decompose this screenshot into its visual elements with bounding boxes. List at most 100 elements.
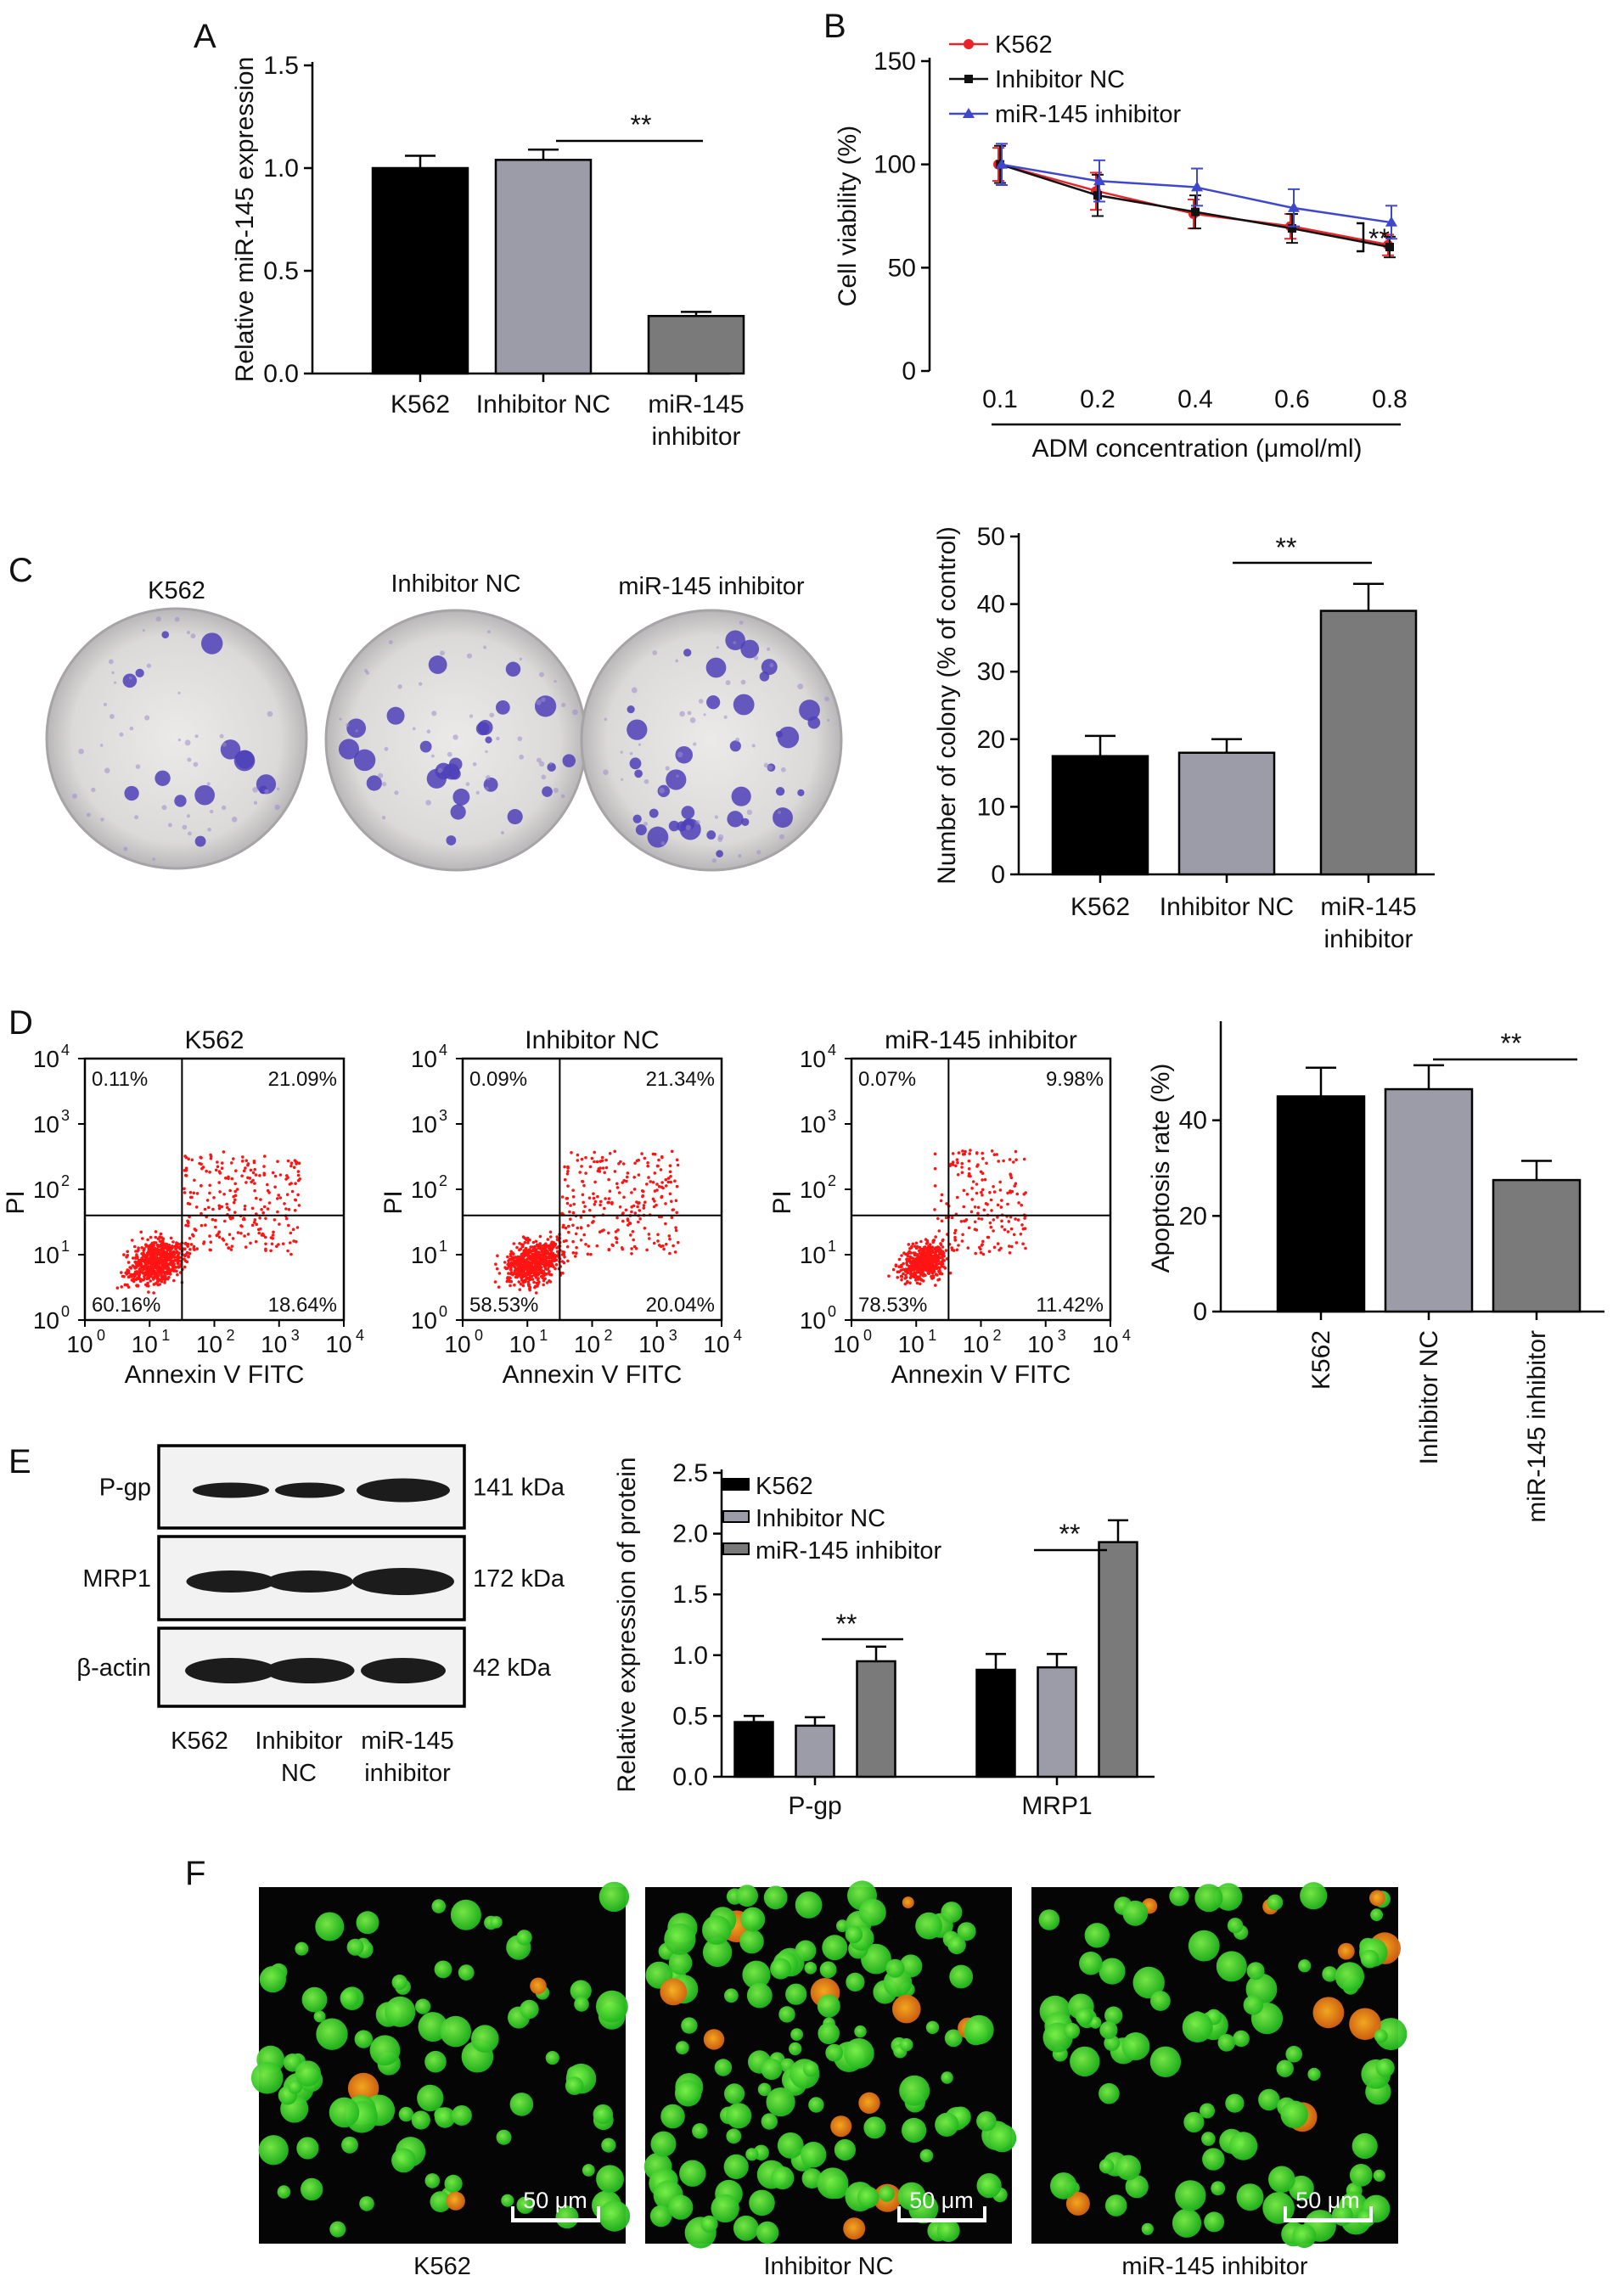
event-dot bbox=[262, 1165, 266, 1168]
significance-label: ** bbox=[1368, 223, 1390, 254]
blot-row: β-actin 42 kDa bbox=[76, 1626, 552, 1708]
event-dot bbox=[1010, 1244, 1014, 1249]
y-axis-label: Apoptosis rate (%) bbox=[1147, 1064, 1175, 1273]
live-cell bbox=[1075, 2008, 1093, 2025]
event-dot bbox=[904, 1252, 908, 1256]
event-dot bbox=[150, 1260, 155, 1263]
event-dot bbox=[643, 1227, 647, 1230]
colony bbox=[733, 694, 755, 716]
event-dot bbox=[188, 1190, 193, 1194]
x-tick-label: K562 bbox=[391, 390, 450, 419]
event-dot bbox=[531, 1267, 536, 1271]
event-dot bbox=[258, 1174, 261, 1177]
event-dot bbox=[122, 1253, 126, 1256]
live-cell bbox=[1150, 1991, 1171, 2011]
event-dot bbox=[175, 1241, 178, 1244]
bar bbox=[856, 1660, 896, 1778]
event-dot bbox=[217, 1235, 222, 1239]
event-dot bbox=[207, 1205, 211, 1210]
event-dot bbox=[520, 1252, 524, 1256]
x-tick-label: inhibitor bbox=[1323, 925, 1413, 953]
event-dot bbox=[579, 1216, 583, 1219]
x-tick-exponent: 1 bbox=[539, 1327, 548, 1344]
event-dot bbox=[968, 1152, 971, 1155]
event-dot bbox=[216, 1160, 219, 1164]
event-dot bbox=[167, 1275, 171, 1279]
colony-speck bbox=[767, 647, 771, 651]
event-dot bbox=[934, 1284, 937, 1287]
event-dot bbox=[188, 1237, 192, 1240]
event-dot bbox=[554, 1267, 557, 1271]
event-dot bbox=[953, 1228, 958, 1233]
event-dot bbox=[251, 1171, 256, 1175]
event-dot bbox=[894, 1264, 898, 1268]
event-dot bbox=[294, 1198, 298, 1202]
colony-speck bbox=[536, 757, 542, 763]
event-dot bbox=[159, 1250, 163, 1253]
event-dot bbox=[250, 1223, 255, 1228]
live-cell bbox=[660, 2104, 685, 2129]
event-dot bbox=[496, 1254, 499, 1258]
y-tick-exponent: 3 bbox=[828, 1107, 836, 1124]
live-cell bbox=[1349, 2164, 1373, 2187]
event-dot bbox=[512, 1242, 516, 1245]
x-tick-exponent: 4 bbox=[733, 1327, 742, 1344]
event-dot bbox=[542, 1244, 547, 1247]
event-dot bbox=[549, 1251, 554, 1255]
legend-label: miR-145 inhibitor bbox=[995, 101, 1182, 128]
event-dot bbox=[149, 1266, 154, 1269]
event-dot bbox=[646, 1161, 649, 1165]
event-dot bbox=[955, 1158, 959, 1161]
event-dot bbox=[908, 1247, 912, 1250]
event-dot bbox=[165, 1250, 169, 1254]
apoptotic-cell bbox=[1349, 2008, 1381, 2041]
colony-speck bbox=[123, 846, 128, 851]
protein-band bbox=[186, 1570, 276, 1593]
micrograph-caption: K562 bbox=[413, 2253, 471, 2280]
event-dot bbox=[216, 1233, 220, 1236]
event-dot bbox=[513, 1284, 516, 1287]
colony-speck bbox=[222, 742, 227, 747]
event-dot bbox=[524, 1262, 527, 1266]
event-dot bbox=[598, 1203, 602, 1207]
event-dot bbox=[194, 1205, 199, 1209]
event-dot bbox=[233, 1198, 237, 1202]
colony-speck bbox=[538, 761, 545, 767]
event-dot bbox=[928, 1243, 932, 1246]
event-dot bbox=[595, 1244, 599, 1248]
event-dot bbox=[604, 1197, 607, 1200]
event-dot bbox=[171, 1240, 175, 1244]
colony bbox=[799, 699, 820, 721]
live-cell bbox=[1070, 2046, 1100, 2077]
event-dot bbox=[996, 1242, 1000, 1245]
event-dot bbox=[933, 1152, 937, 1156]
y-tick-exponent: 0 bbox=[61, 1303, 70, 1320]
colony-speck bbox=[475, 790, 480, 795]
colony-speck bbox=[426, 729, 431, 734]
legend-label: K562 bbox=[756, 1473, 813, 1500]
event-dot bbox=[924, 1250, 927, 1255]
event-dot bbox=[190, 1158, 194, 1162]
x-tick-label: 10 bbox=[638, 1331, 665, 1357]
live-cell bbox=[1373, 2169, 1385, 2182]
event-dot bbox=[509, 1272, 513, 1276]
y-tick-exponent: 0 bbox=[439, 1303, 447, 1320]
event-dot bbox=[621, 1181, 625, 1184]
colony-speck bbox=[177, 738, 182, 742]
event-dot bbox=[171, 1250, 174, 1254]
event-dot bbox=[963, 1219, 966, 1223]
live-cell bbox=[1322, 1966, 1338, 1982]
colony-speck bbox=[111, 671, 115, 675]
live-cell bbox=[879, 2185, 895, 2202]
event-dot bbox=[526, 1267, 530, 1271]
colony-speck bbox=[142, 628, 145, 632]
event-dot bbox=[975, 1151, 979, 1155]
live-cell bbox=[1104, 2006, 1123, 2025]
event-dot bbox=[149, 1279, 152, 1283]
event-dot bbox=[270, 1242, 274, 1246]
event-dot bbox=[596, 1194, 599, 1199]
colony-speck bbox=[135, 764, 141, 769]
event-dot bbox=[940, 1263, 943, 1267]
colony-speck bbox=[604, 717, 607, 722]
